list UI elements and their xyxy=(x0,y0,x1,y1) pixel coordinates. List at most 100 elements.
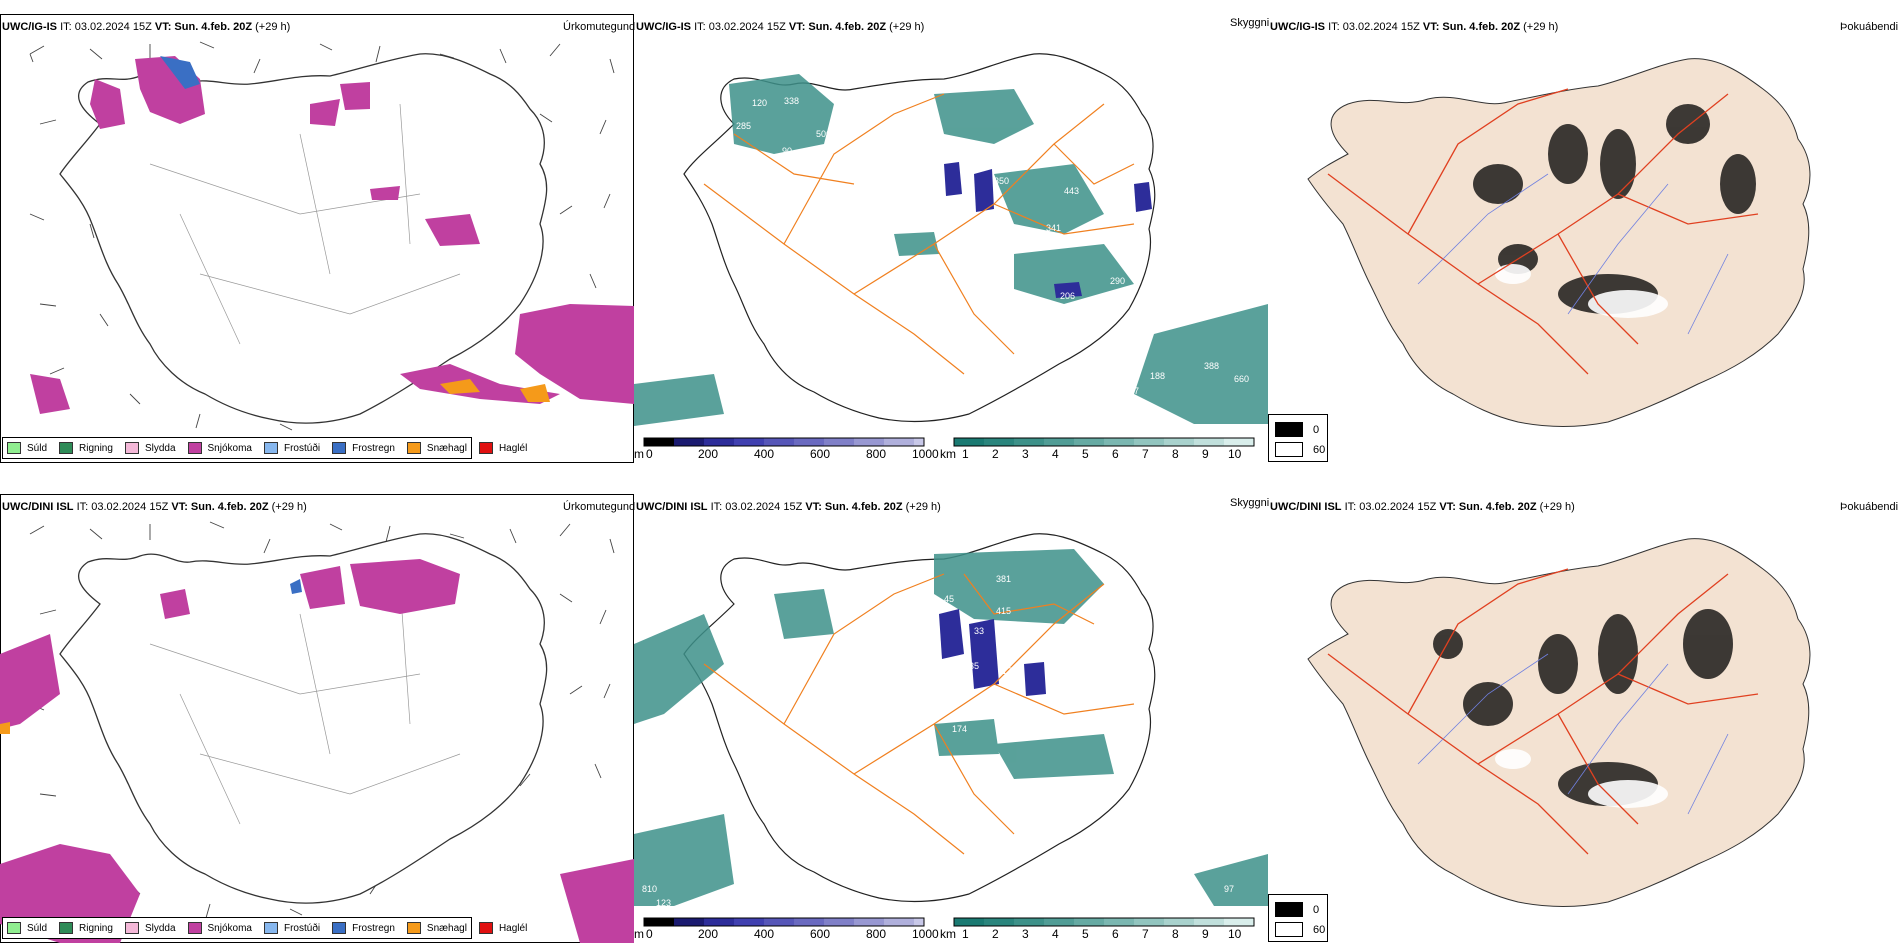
visibility-unit: km xyxy=(940,447,956,461)
ceiling-label: 341 xyxy=(1046,223,1061,233)
legend-item-freezing-rain: Frostregn xyxy=(332,922,395,934)
ceiling-label: 90 xyxy=(782,146,792,156)
fog-legend-row2: 0 60 xyxy=(1268,894,1328,942)
visibility-tick: 2 xyxy=(992,447,999,461)
ceiling-colorbar-row2: m 0 200 400 600 800 1000 xyxy=(634,915,939,943)
legend-swatch xyxy=(406,922,421,934)
iceland-outline xyxy=(59,533,548,904)
visibility-tick: 4 xyxy=(1052,927,1059,941)
ceiling-tick: 600 xyxy=(810,447,831,461)
legend-swatch xyxy=(7,442,21,454)
panel-title-row1-cloud: UWC/IG-IS IT: 03.02.2024 15Z VT: Sun. 4.… xyxy=(636,21,925,33)
visibility-tick: 4 xyxy=(1052,447,1059,461)
visibility-tick: 8 xyxy=(1172,927,1179,941)
legend-swatch xyxy=(263,442,278,454)
panel-title-row2-cloud: UWC/DINI ISL IT: 03.02.2024 15Z VT: Sun.… xyxy=(636,501,941,513)
glacier-areas xyxy=(1495,264,1668,318)
cloud-visibility-panel-row2: UWC/DINI ISL IT: 03.02.2024 15Z VT: Sun.… xyxy=(634,494,1270,943)
ceiling-label: 388 xyxy=(1204,361,1219,371)
ceiling-label: 415 xyxy=(996,606,1011,616)
ceiling-unit: m xyxy=(634,447,644,461)
fog-legend-low: 60 xyxy=(1275,442,1325,457)
visibility-tick: 5 xyxy=(1082,927,1089,941)
visibility-unit: km xyxy=(940,927,956,941)
ceiling-label: 33 xyxy=(974,626,984,636)
fog-legend-swatch-black xyxy=(1275,902,1303,917)
ceiling-label: 810 xyxy=(642,884,657,894)
legend-item-snow-pellets: Snæhagl xyxy=(406,442,467,454)
panel-type-label: Skyggni xyxy=(1230,497,1270,509)
legend-item-drizzle: Súld xyxy=(7,442,47,454)
fog-legend-high: 0 xyxy=(1275,902,1319,917)
ceiling-label: 97 xyxy=(1224,884,1234,894)
fog-legend-low: 60 xyxy=(1275,922,1325,937)
legend-swatch xyxy=(478,922,493,934)
ceiling-label: 697 xyxy=(1124,386,1139,396)
visibility-colorbar-row1: km 1 2 3 4 5 6 7 8 9 10 xyxy=(940,435,1260,463)
ceiling-label: 290 xyxy=(1110,276,1125,286)
ceiling-label: 41 xyxy=(884,276,894,286)
legend-swatch xyxy=(124,442,139,454)
visibility-tick: 1 xyxy=(962,447,969,461)
visibility-tick: 9 xyxy=(1202,927,1209,941)
cloud-visibility-map-row2: 381 415 33 45 335 176 82 174 810 123 675… xyxy=(634,533,1268,906)
ceiling-label: 338 xyxy=(784,96,799,106)
ceiling-tick: 800 xyxy=(866,927,887,941)
ceiling-tick: 600 xyxy=(810,927,831,941)
visibility-tick: 3 xyxy=(1022,447,1029,461)
panel-title-row2-precip: UWC/DINI ISL IT: 03.02.2024 15Z VT: Sun.… xyxy=(2,501,307,513)
visibility-tick: 6 xyxy=(1112,927,1119,941)
visibility-areas xyxy=(634,549,1268,906)
visibility-tick: 6 xyxy=(1112,447,1119,461)
visibility-tick: 7 xyxy=(1142,447,1149,461)
legend-swatch xyxy=(263,922,278,934)
ceiling-unit: m xyxy=(634,927,644,941)
precip-areas xyxy=(30,56,634,414)
iceland-outline xyxy=(59,53,548,424)
visibility-areas xyxy=(634,74,1268,426)
road-network xyxy=(703,573,1135,855)
legend-item-snow: Snjókoma xyxy=(187,922,252,934)
ceiling-tick: 0 xyxy=(646,927,653,941)
legend-swatch xyxy=(187,922,202,934)
cloud-visibility-map-row1: 338 120 285 506 90 350 443 44 341 206 29… xyxy=(634,53,1268,426)
panel-type-label: Þokuábendi xyxy=(1840,501,1899,513)
ceiling-label: 174 xyxy=(952,724,967,734)
panel-title-row2-fog: UWC/DINI ISL IT: 03.02.2024 15Z VT: Sun.… xyxy=(1270,501,1575,513)
legend-swatch xyxy=(59,922,74,934)
legend-item-freezing-drizzle: Frostúði xyxy=(263,442,320,454)
ceiling-colorbar-gradient xyxy=(643,917,925,927)
legend-item-sleet: Slydda xyxy=(124,442,176,454)
panel-type-label: Úrkomutegund xyxy=(563,501,636,513)
ceiling-tick: 200 xyxy=(698,927,719,941)
cloud-visibility-panel-row1: UWC/IG-IS IT: 03.02.2024 15Z VT: Sun. 4.… xyxy=(634,14,1269,463)
visibility-tick: 7 xyxy=(1142,927,1149,941)
ceiling-label: 176 xyxy=(1002,666,1017,676)
visibility-tick: 8 xyxy=(1172,447,1179,461)
ceiling-areas xyxy=(944,162,1152,298)
legend-item-rain: Rigning xyxy=(59,922,113,934)
rivers xyxy=(1417,173,1729,335)
ceiling-label: 123 xyxy=(656,898,671,906)
ceiling-label: 335 xyxy=(964,661,979,671)
visibility-tick: 3 xyxy=(1022,927,1029,941)
legend-item-hail: Haglél xyxy=(478,922,527,934)
ceiling-tick: 800 xyxy=(866,447,887,461)
ceiling-label: 82 xyxy=(986,701,996,711)
visibility-tick: 2 xyxy=(992,927,999,941)
ceiling-label: 285 xyxy=(736,121,751,131)
ceiling-label: 381 xyxy=(996,574,1011,584)
visibility-tick: 9 xyxy=(1202,447,1209,461)
legend-item-drizzle: Súld xyxy=(7,922,47,934)
wind-barbs xyxy=(29,521,615,919)
fog-legend-swatch-white xyxy=(1275,442,1303,457)
glacier-areas xyxy=(1495,749,1668,808)
legend-swatch xyxy=(332,922,347,934)
ceiling-tick: 1000 xyxy=(912,927,939,941)
fog-map-row1 xyxy=(1307,58,1811,427)
ceiling-tick: 400 xyxy=(754,927,775,941)
ceiling-label: 206 xyxy=(1060,291,1075,301)
ceiling-tick: 1000 xyxy=(912,447,939,461)
precip-type-map-row1 xyxy=(0,14,634,463)
legend-swatch xyxy=(124,922,139,934)
